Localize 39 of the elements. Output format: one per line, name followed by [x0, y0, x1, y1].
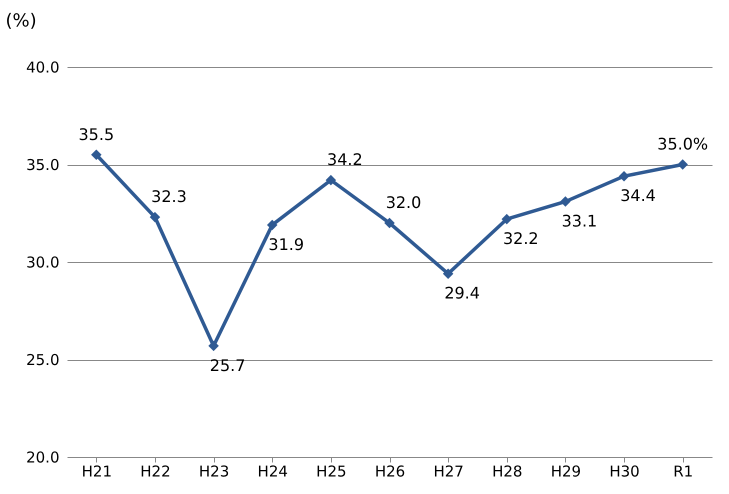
data-label: 32.3	[151, 187, 187, 206]
data-label: 35.5	[78, 124, 114, 144]
data-label: 32.0	[386, 193, 422, 212]
x-tick-label: H22	[140, 462, 171, 480]
x-tick-label: H29	[550, 462, 582, 480]
data-label: 35.0%	[657, 134, 708, 154]
x-tick-label: H28	[492, 462, 522, 480]
point	[150, 212, 160, 222]
data-label: 29.4	[444, 284, 480, 303]
point	[326, 174, 336, 186]
x-tick-label: H30	[609, 462, 640, 480]
x-tick-label: H25	[316, 462, 347, 480]
y-axis-title: (%)	[6, 10, 37, 32]
point	[208, 340, 219, 352]
point	[502, 214, 512, 224]
y-tick-label: 25.0	[26, 351, 60, 369]
point	[384, 218, 395, 228]
data-label: 25.7	[210, 356, 246, 375]
point	[91, 150, 102, 160]
point	[266, 220, 278, 230]
data-label: 32.2	[502, 229, 539, 248]
data-label: 31.9	[268, 234, 304, 254]
y-tick-label: 30.0	[26, 254, 60, 272]
point	[677, 159, 688, 170]
y-tick-label: 40.0	[26, 58, 60, 76]
point	[618, 170, 630, 182]
y-tick-label: 35.0	[26, 156, 60, 174]
x-tick-label: H26	[374, 462, 406, 480]
point	[442, 268, 454, 279]
x-tick-label: H24	[258, 462, 288, 480]
x-tick-label: H21	[82, 462, 112, 480]
y-tick-label: 20.0	[26, 448, 60, 466]
data-label: 34.2	[327, 150, 363, 170]
data-label: 33.1	[562, 212, 598, 231]
data-label: 34.4	[620, 186, 656, 206]
x-tick-label: H23	[198, 462, 230, 480]
x-tick-label: R1	[673, 462, 694, 480]
x-tick-label: H27	[433, 462, 464, 480]
point	[560, 196, 571, 207]
